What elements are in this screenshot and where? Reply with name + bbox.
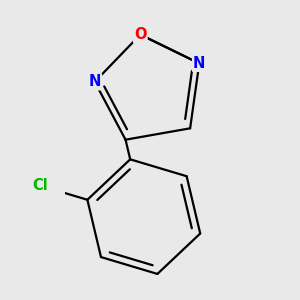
Text: N: N — [193, 56, 206, 71]
Text: N: N — [88, 74, 101, 89]
Text: Cl: Cl — [32, 178, 48, 193]
Text: O: O — [134, 27, 147, 42]
